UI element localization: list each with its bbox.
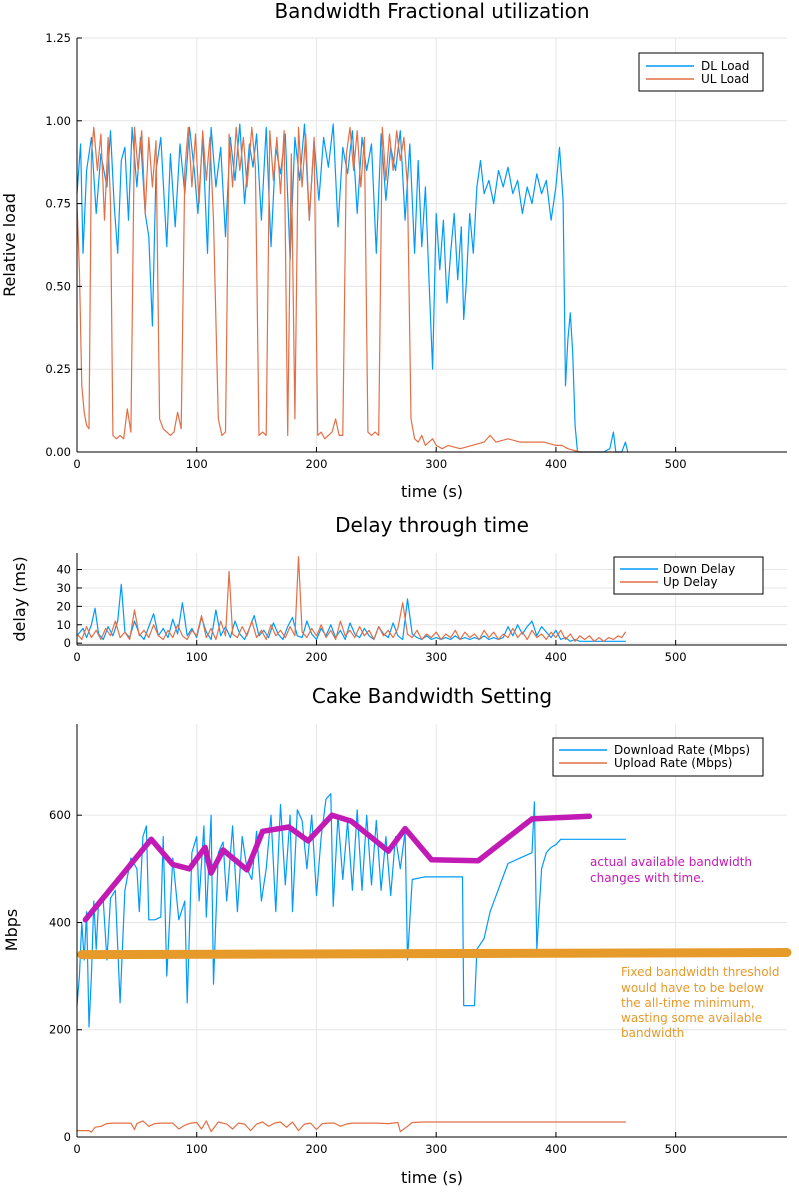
x-tick-label: 0 <box>73 650 80 664</box>
annotation-line: Fixed bandwidth threshold <box>621 965 780 979</box>
y-tick-label: 600 <box>49 808 71 822</box>
x-tick-label: 100 <box>186 650 208 664</box>
delay-chart-title: Delay through time <box>335 513 529 537</box>
load-ticks: 0 100 200 300 400 500 0.00 0.25 0.50 0.75 1.00 1.25 <box>45 31 686 471</box>
annotation-line: the all-time minimum, <box>621 996 755 1010</box>
y-tick-label: 1.00 <box>45 114 71 128</box>
download-rate-line <box>76 793 627 1028</box>
legend-label-down-delay: Down Delay <box>663 562 735 576</box>
x-tick-label: 100 <box>186 457 208 471</box>
y-tick-label: 0.50 <box>45 279 71 293</box>
load-legend-box <box>638 52 764 92</box>
available-bandwidth-line <box>82 812 593 923</box>
cake-series <box>76 793 792 1133</box>
cake-legend: Download Rate (Mbps) Upload Rate (Mbps) <box>552 737 764 777</box>
cake-chart-title: Cake Bandwidth Setting <box>312 684 552 708</box>
y-tick-label: 200 <box>49 1023 71 1037</box>
y-tick-label: 0 <box>64 636 71 650</box>
x-tick-label: 500 <box>665 1142 687 1156</box>
x-tick-label: 400 <box>545 1142 567 1156</box>
y-tick-label: 0.75 <box>45 197 71 211</box>
x-tick-label: 0 <box>73 457 80 471</box>
delay-ticks: 0 100 200 300 400 500 0 10 20 30 40 <box>56 563 686 664</box>
cake-ticks: 0 100 200 300 400 500 0 200 400 600 <box>49 808 687 1156</box>
y-tick-label: 0 <box>64 1130 71 1144</box>
x-tick-label: 200 <box>305 457 327 471</box>
available-bandwidth-annotation: actual available bandwidth changes with … <box>590 855 756 885</box>
delay-legend-box <box>613 556 764 595</box>
up-delay-line <box>76 556 627 642</box>
annotation-line: would have to be below <box>621 981 764 995</box>
load-y-axis-label: Relative load <box>0 193 19 297</box>
y-tick-label: 0.00 <box>45 445 71 459</box>
upload-rate-line <box>76 1120 627 1133</box>
delay-y-axis-label: delay (ms) <box>10 556 29 641</box>
x-tick-label: 300 <box>425 650 447 664</box>
y-tick-label: 1.25 <box>45 31 71 45</box>
legend-label-ul-load: UL Load <box>701 72 749 86</box>
annotation-line: bandwidth <box>621 1026 684 1040</box>
delay-legend: Down Delay Up Delay <box>613 556 764 595</box>
y-tick-label: 20 <box>56 599 71 613</box>
x-tick-label: 300 <box>425 457 447 471</box>
annotation-line: changes with time. <box>590 871 704 885</box>
legend-label-download-rate: Download Rate (Mbps) <box>614 743 750 757</box>
delay-panel: Delay through time 0 100 200 300 400 500 0 10 20… <box>10 513 787 664</box>
x-tick-label: 400 <box>545 650 567 664</box>
x-tick-label: 500 <box>665 457 687 471</box>
y-tick-label: 0.25 <box>45 362 71 376</box>
load-legend: DL Load UL Load <box>638 52 764 92</box>
y-tick-label: 40 <box>56 563 71 577</box>
x-tick-label: 200 <box>305 1142 327 1156</box>
y-tick-label: 400 <box>49 915 71 929</box>
fixed-threshold-annotation: Fixed bandwidth threshold would have to … <box>621 965 783 1040</box>
y-tick-label: 10 <box>56 618 71 632</box>
delay-series <box>76 556 627 642</box>
cake-legend-box <box>552 737 764 777</box>
cake-x-axis-label: time (s) <box>401 1168 463 1187</box>
load-series <box>76 123 629 453</box>
dl-load-line <box>76 123 629 453</box>
cake-panel: Cake Bandwidth Setting 0 100 200 300 400 5000… <box>2 684 792 1187</box>
legend-label-dl-load: DL Load <box>701 59 750 73</box>
legend-label-upload-rate: Upload Rate (Mbps) <box>614 756 732 770</box>
load-panel: Bandwidth Fractional utilization 0 100 200… <box>0 0 787 501</box>
x-tick-label: 100 <box>186 1142 208 1156</box>
cake-y-axis-label: Mbps <box>2 909 21 951</box>
annotation-line: actual available bandwidth <box>590 855 752 869</box>
cake-grid <box>76 724 787 1138</box>
x-tick-label: 400 <box>545 457 567 471</box>
fixed-threshold-line <box>77 948 792 960</box>
y-tick-label: 30 <box>56 581 71 595</box>
load-x-axis-label: time (s) <box>401 482 463 501</box>
x-tick-label: 0 <box>73 1142 80 1156</box>
x-tick-label: 500 <box>665 650 687 664</box>
ul-load-line <box>76 126 623 453</box>
x-tick-label: 300 <box>425 1142 447 1156</box>
annotation-line: wasting some available <box>621 1011 762 1025</box>
load-chart-title: Bandwidth Fractional utilization <box>274 0 589 23</box>
x-tick-label: 200 <box>305 650 327 664</box>
legend-label-up-delay: Up Delay <box>663 575 718 589</box>
